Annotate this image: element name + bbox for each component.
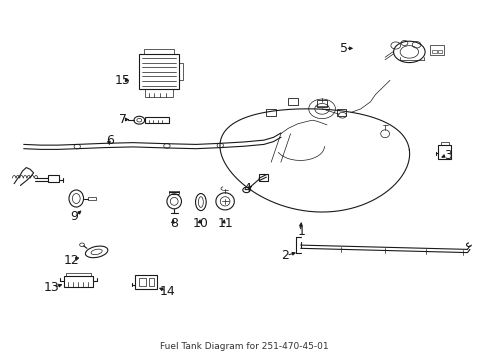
Text: 2: 2 bbox=[280, 249, 288, 262]
Bar bbox=[259, 174, 267, 181]
Bar bbox=[429, 45, 443, 55]
Text: 11: 11 bbox=[217, 217, 232, 230]
Bar bbox=[266, 109, 275, 116]
Bar bbox=[178, 63, 183, 80]
Bar bbox=[148, 278, 154, 286]
Bar bbox=[287, 98, 297, 105]
Text: 14: 14 bbox=[160, 284, 175, 297]
Bar bbox=[66, 273, 91, 276]
Bar bbox=[431, 50, 436, 53]
Text: 10: 10 bbox=[193, 217, 208, 230]
Text: 3: 3 bbox=[443, 149, 451, 162]
Text: 9: 9 bbox=[70, 210, 78, 223]
Bar bbox=[88, 197, 96, 200]
Bar bbox=[139, 278, 146, 286]
Text: 7: 7 bbox=[119, 113, 127, 126]
Text: 1: 1 bbox=[297, 225, 305, 238]
Bar bbox=[317, 100, 326, 107]
Text: 5: 5 bbox=[339, 42, 347, 55]
Bar bbox=[438, 145, 449, 159]
Bar bbox=[143, 49, 173, 54]
Bar bbox=[64, 276, 93, 287]
Bar bbox=[145, 117, 169, 123]
Bar bbox=[336, 109, 346, 116]
Text: 4: 4 bbox=[243, 183, 250, 195]
Text: 12: 12 bbox=[63, 253, 79, 266]
Text: 6: 6 bbox=[106, 134, 114, 147]
Text: 8: 8 bbox=[170, 217, 178, 230]
Bar bbox=[438, 50, 442, 53]
Bar bbox=[48, 175, 59, 182]
Bar bbox=[144, 89, 172, 97]
Bar bbox=[440, 141, 447, 145]
Text: Fuel Tank Diagram for 251-470-45-01: Fuel Tank Diagram for 251-470-45-01 bbox=[160, 342, 328, 351]
Text: 13: 13 bbox=[44, 281, 60, 294]
Bar bbox=[135, 275, 157, 288]
Text: 15: 15 bbox=[114, 74, 130, 87]
Bar bbox=[139, 54, 178, 89]
